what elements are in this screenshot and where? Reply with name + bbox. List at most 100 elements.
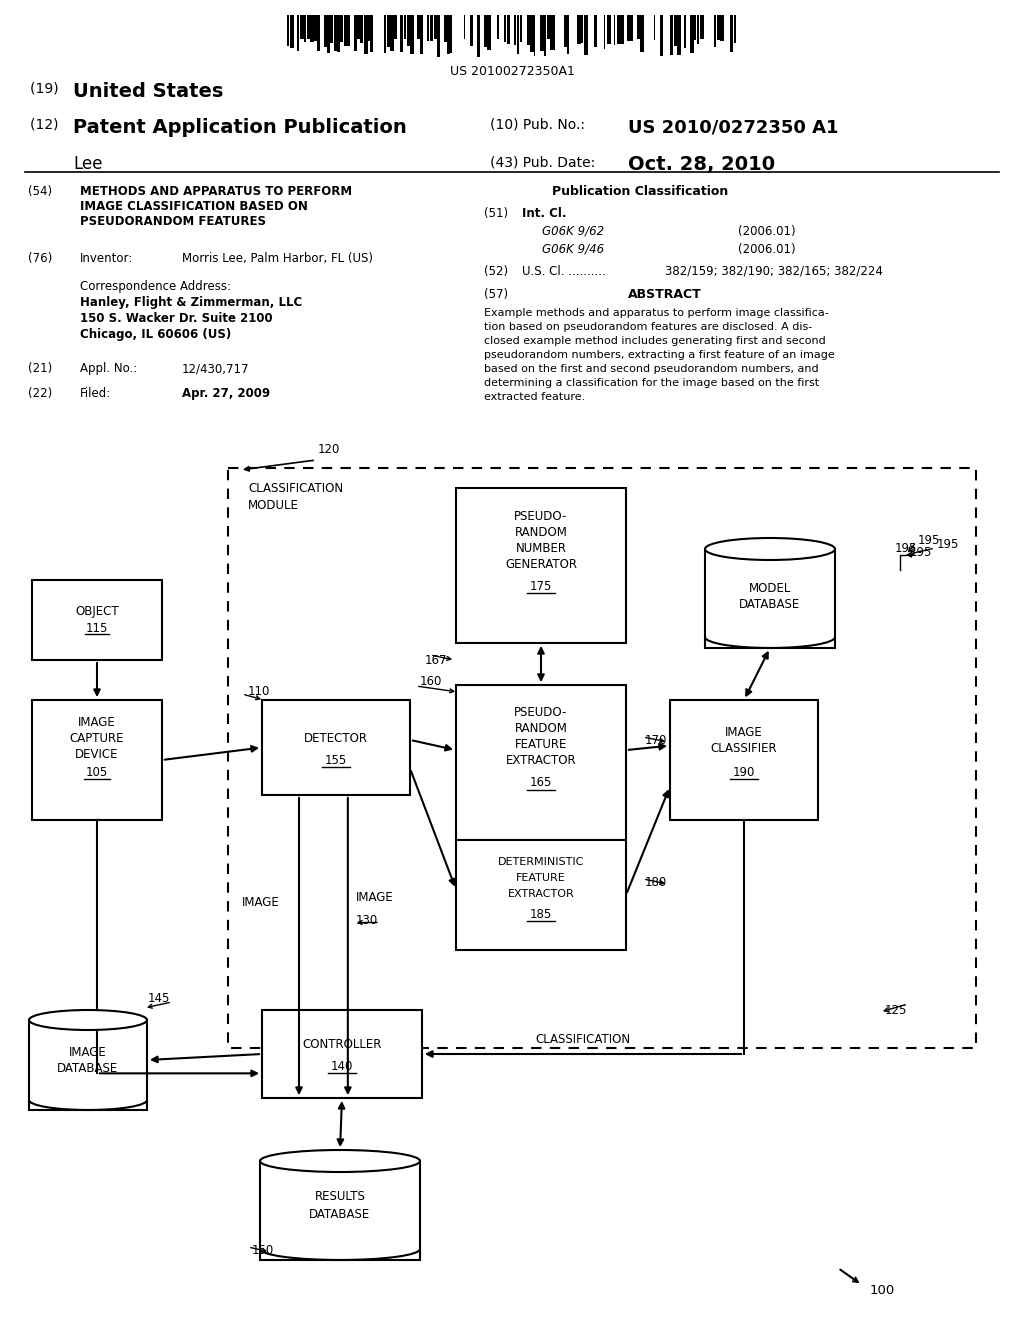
Text: CLASSIFICATION: CLASSIFICATION bbox=[536, 1034, 631, 1045]
Text: 382/159; 382/190; 382/165; 382/224: 382/159; 382/190; 382/165; 382/224 bbox=[665, 265, 883, 279]
Text: FEATURE: FEATURE bbox=[516, 873, 566, 883]
Text: 125: 125 bbox=[885, 1003, 907, 1016]
Text: Morris Lee, Palm Harbor, FL (US): Morris Lee, Palm Harbor, FL (US) bbox=[182, 252, 373, 265]
Text: Int. Cl.: Int. Cl. bbox=[522, 207, 566, 220]
Text: (57): (57) bbox=[484, 288, 508, 301]
Bar bbox=[613, 15, 615, 45]
Bar bbox=[32, 700, 162, 820]
Bar bbox=[563, 15, 567, 46]
Bar bbox=[671, 15, 673, 55]
Text: METHODS AND APPARATUS TO PERFORM: METHODS AND APPARATUS TO PERFORM bbox=[80, 185, 352, 198]
Bar bbox=[690, 15, 694, 53]
Text: Chicago, IL 60606 (US): Chicago, IL 60606 (US) bbox=[80, 327, 231, 341]
Text: 195: 195 bbox=[910, 546, 933, 560]
Text: 150 S. Wacker Dr. Suite 2100: 150 S. Wacker Dr. Suite 2100 bbox=[80, 312, 272, 325]
Text: 140: 140 bbox=[331, 1060, 353, 1072]
Bar bbox=[594, 15, 597, 46]
Bar bbox=[677, 15, 681, 54]
Text: CAPTURE: CAPTURE bbox=[70, 731, 124, 744]
Bar bbox=[434, 15, 437, 38]
Text: 180: 180 bbox=[645, 875, 668, 888]
Text: tion based on pseudorandom features are disclosed. A dis-: tion based on pseudorandom features are … bbox=[484, 322, 812, 333]
Text: DETECTOR: DETECTOR bbox=[304, 731, 368, 744]
Bar bbox=[447, 15, 450, 54]
Bar bbox=[357, 15, 361, 40]
Bar bbox=[517, 15, 519, 54]
Bar bbox=[464, 15, 465, 40]
Bar bbox=[653, 15, 655, 40]
Bar bbox=[407, 15, 410, 46]
Text: Inventor:: Inventor: bbox=[80, 252, 133, 265]
Bar bbox=[700, 15, 705, 38]
Bar bbox=[717, 15, 721, 40]
Bar bbox=[337, 15, 340, 51]
Bar bbox=[567, 15, 569, 54]
Text: 185: 185 bbox=[529, 908, 552, 920]
Bar bbox=[514, 15, 516, 45]
Text: IMAGE: IMAGE bbox=[70, 1045, 106, 1059]
Bar bbox=[637, 15, 641, 38]
Text: 150: 150 bbox=[252, 1243, 274, 1257]
Bar bbox=[331, 15, 333, 44]
Text: IMAGE: IMAGE bbox=[78, 715, 116, 729]
Bar bbox=[427, 15, 429, 41]
Text: DATABASE: DATABASE bbox=[309, 1208, 371, 1221]
Bar bbox=[387, 15, 391, 46]
Text: 110: 110 bbox=[248, 685, 270, 698]
Ellipse shape bbox=[260, 1150, 420, 1172]
Bar bbox=[577, 15, 581, 44]
Text: 12/430,717: 12/430,717 bbox=[182, 362, 250, 375]
Bar bbox=[487, 15, 490, 50]
Bar bbox=[584, 15, 588, 55]
Bar bbox=[371, 15, 373, 51]
Text: FEATURE: FEATURE bbox=[515, 738, 567, 751]
Text: 165: 165 bbox=[529, 776, 552, 789]
Text: RANDOM: RANDOM bbox=[515, 722, 567, 735]
Text: (43) Pub. Date:: (43) Pub. Date: bbox=[490, 154, 595, 169]
Bar bbox=[621, 15, 625, 45]
Text: DETERMINISTIC: DETERMINISTIC bbox=[498, 857, 584, 867]
Text: CONTROLLER: CONTROLLER bbox=[302, 1039, 382, 1052]
Bar bbox=[483, 15, 487, 46]
Bar bbox=[420, 15, 424, 54]
Text: (2006.01): (2006.01) bbox=[738, 243, 796, 256]
Text: 145: 145 bbox=[148, 993, 170, 1005]
Bar bbox=[670, 700, 818, 820]
Text: (54): (54) bbox=[28, 185, 52, 198]
Bar bbox=[631, 15, 633, 41]
Text: EXTRACTOR: EXTRACTOR bbox=[506, 755, 577, 767]
Text: (51): (51) bbox=[484, 207, 508, 220]
Bar bbox=[344, 15, 347, 46]
Text: PSEUDORANDOM FEATURES: PSEUDORANDOM FEATURES bbox=[80, 215, 266, 228]
Text: 167: 167 bbox=[425, 653, 447, 667]
Text: based on the first and second pseudorandom numbers, and: based on the first and second pseudorand… bbox=[484, 364, 818, 374]
Bar bbox=[617, 15, 620, 45]
Text: ABSTRACT: ABSTRACT bbox=[628, 288, 701, 301]
Bar bbox=[347, 15, 350, 46]
Text: RANDOM: RANDOM bbox=[515, 525, 567, 539]
Text: PSEUDO-: PSEUDO- bbox=[514, 706, 567, 719]
Text: PSEUDO-: PSEUDO- bbox=[514, 510, 567, 523]
Ellipse shape bbox=[705, 539, 835, 560]
Bar bbox=[384, 15, 386, 53]
Bar bbox=[451, 15, 453, 53]
Bar bbox=[541, 15, 544, 50]
Bar bbox=[607, 15, 611, 45]
Text: determining a classification for the image based on the first: determining a classification for the ima… bbox=[484, 378, 819, 388]
Text: DATABASE: DATABASE bbox=[739, 598, 801, 611]
Bar bbox=[477, 15, 480, 57]
Text: OBJECT: OBJECT bbox=[75, 606, 119, 619]
Text: 190: 190 bbox=[733, 766, 755, 779]
Text: pseudorandom numbers, extracting a first feature of an image: pseudorandom numbers, extracting a first… bbox=[484, 350, 835, 360]
Text: IMAGE: IMAGE bbox=[725, 726, 763, 738]
Text: DEVICE: DEVICE bbox=[75, 747, 119, 760]
Text: CLASSIFIER: CLASSIFIER bbox=[711, 742, 777, 755]
Bar bbox=[304, 15, 306, 42]
Text: (19): (19) bbox=[30, 82, 63, 96]
Bar bbox=[411, 15, 414, 54]
Bar bbox=[437, 15, 440, 57]
Bar bbox=[520, 15, 522, 42]
Text: EXTRACTOR: EXTRACTOR bbox=[508, 888, 574, 899]
Bar bbox=[310, 15, 313, 42]
Bar bbox=[697, 15, 699, 44]
